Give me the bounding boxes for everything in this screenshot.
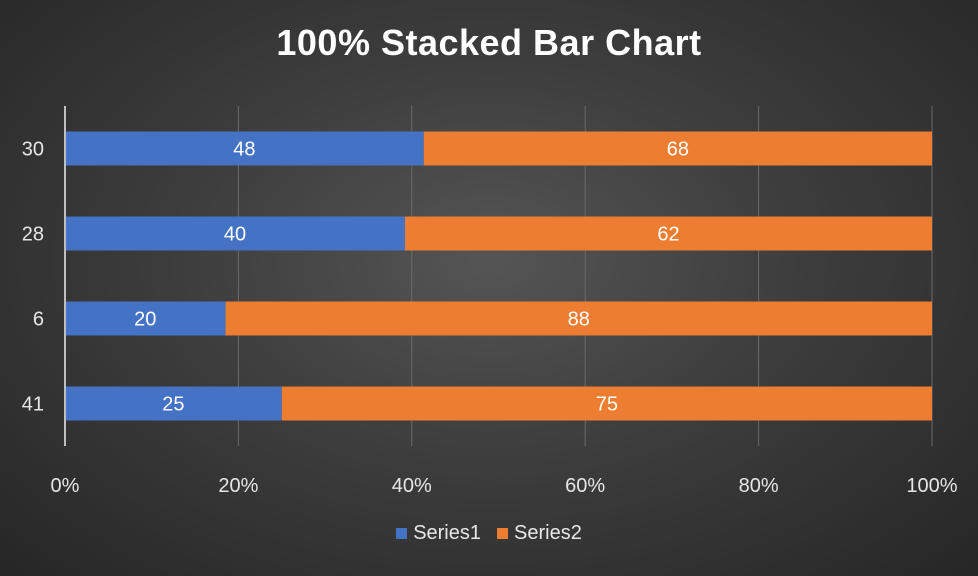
y-tick-label: 30 — [22, 139, 44, 161]
x-tick-label: 20% — [218, 475, 258, 497]
data-label: 40 — [224, 224, 246, 246]
bar-segment — [65, 301, 226, 336]
bar-segment — [423, 131, 932, 166]
legend-label: Series1 — [413, 522, 481, 544]
x-tick-label: 40% — [392, 475, 432, 497]
data-label: 75 — [596, 394, 618, 416]
x-tick-label: 0% — [51, 475, 80, 497]
legend-item: Series2 — [497, 522, 582, 545]
data-label: 68 — [667, 139, 689, 161]
legend: Series1 Series2 — [0, 522, 978, 545]
legend-swatch — [396, 528, 408, 539]
data-label: 20 — [134, 309, 156, 331]
bar-segment — [65, 216, 405, 251]
bar-segment — [65, 131, 424, 166]
bar-segment — [225, 301, 933, 336]
bar-segment — [65, 386, 282, 421]
bar-segment — [405, 216, 932, 251]
x-tick-label: 100% — [906, 475, 957, 497]
legend-swatch — [497, 528, 508, 539]
x-tick-label: 80% — [739, 475, 779, 497]
y-tick-label: 28 — [22, 224, 44, 246]
legend-label: Series2 — [514, 522, 582, 544]
data-label: 62 — [657, 224, 679, 246]
y-tick-label: 6 — [33, 309, 44, 331]
y-tick-label: 41 — [22, 394, 44, 416]
data-label: 48 — [233, 139, 255, 161]
legend-item: Series1 — [396, 522, 481, 545]
data-label: 88 — [568, 309, 590, 331]
chart-title: 100% Stacked Bar Chart — [276, 22, 702, 63]
bar-segment — [281, 386, 932, 421]
x-tick-label: 60% — [565, 475, 605, 497]
data-label: 25 — [162, 394, 184, 416]
